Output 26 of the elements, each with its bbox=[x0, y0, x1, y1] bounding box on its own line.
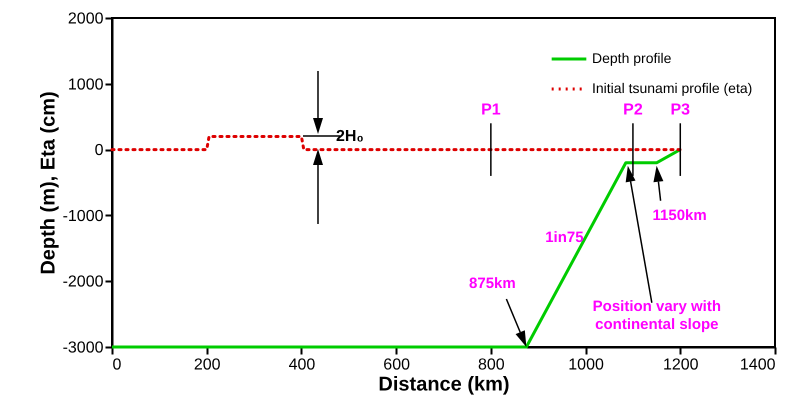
y-tick-label: -2000 bbox=[62, 274, 104, 291]
y-axis-title: Depth (m), Eta (cm) bbox=[38, 91, 60, 275]
annotation: 875km bbox=[469, 275, 516, 292]
annotation: 1150km bbox=[652, 206, 707, 224]
x-tick-label: 400 bbox=[288, 356, 316, 374]
ref-line-label: P2 bbox=[623, 101, 643, 118]
ref-line-label: P3 bbox=[670, 101, 690, 118]
x-tick-label: 1200 bbox=[662, 356, 699, 374]
annotation: 2H₀ bbox=[336, 128, 364, 145]
y-tick-label: -1000 bbox=[62, 208, 104, 225]
legend-label: Depth profile bbox=[592, 50, 672, 66]
ref-line-label: P1 bbox=[481, 101, 501, 118]
x-tick-label: 600 bbox=[383, 356, 410, 374]
x-tick-label: 1000 bbox=[568, 356, 604, 374]
x-tick-label: 200 bbox=[194, 356, 221, 374]
y-tick-label: 2000 bbox=[68, 10, 104, 28]
x-tick-label: 800 bbox=[478, 356, 505, 374]
legend-label: Initial tsunami profile (eta) bbox=[592, 80, 752, 96]
x-tick-label: 1400 bbox=[740, 356, 776, 374]
y-tick-label: -3000 bbox=[62, 340, 104, 356]
y-tick-label: 0 bbox=[94, 142, 104, 160]
y-tick-label: 1000 bbox=[68, 76, 104, 94]
x-axis-title: Distance (km) bbox=[378, 374, 510, 396]
annotation: 1in75 bbox=[545, 229, 584, 246]
annotation: Position vary with continental slope bbox=[592, 298, 722, 333]
x-tick-label: 0 bbox=[112, 356, 122, 374]
